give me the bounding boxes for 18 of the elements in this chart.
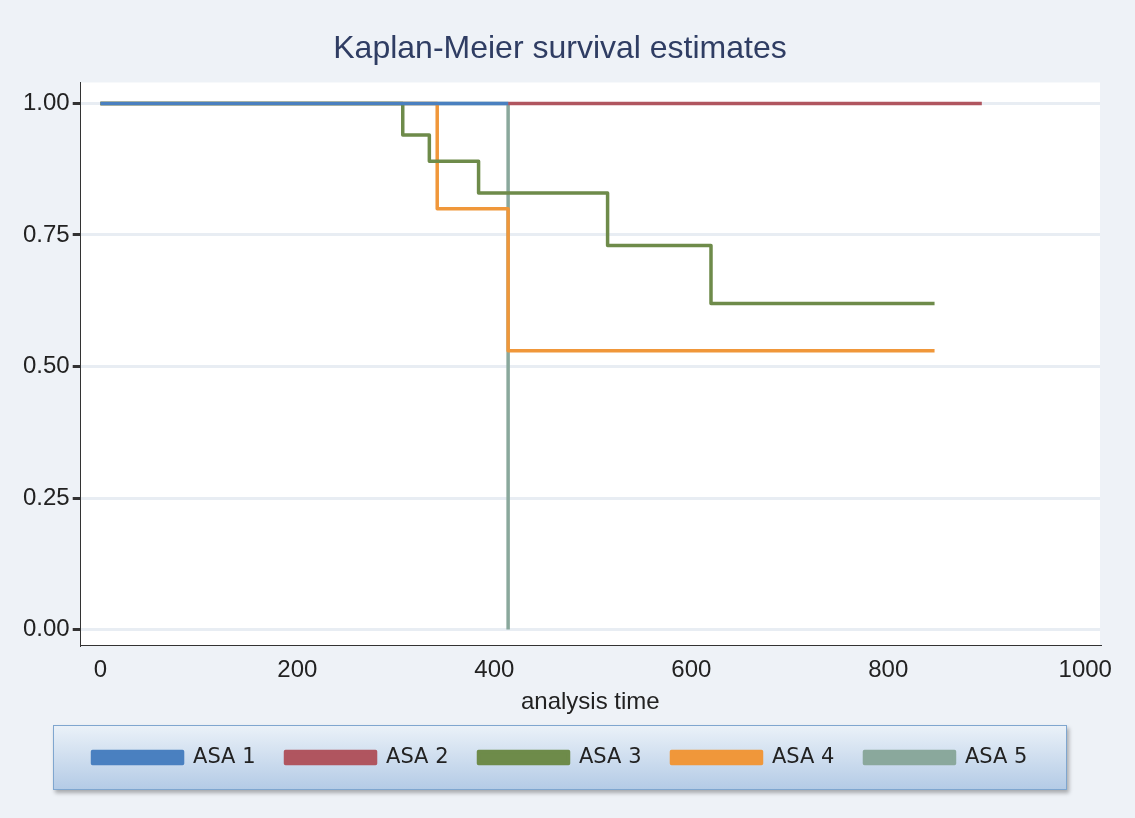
x-axis-title: analysis time <box>521 687 660 715</box>
x-tick-label: 200 <box>277 655 318 683</box>
x-tick-label: 400 <box>474 655 515 683</box>
x-tick-label: 1000 <box>1058 655 1112 683</box>
x-tick-label: 600 <box>671 655 712 683</box>
legend-label: ASA 3 <box>579 743 642 768</box>
legend-label: ASA 1 <box>193 743 256 768</box>
y-tick-label: 0.75 <box>22 219 70 247</box>
x-tick-label: 0 <box>93 655 108 683</box>
y-tick-label: 1.00 <box>22 88 70 116</box>
legend-label: ASA 4 <box>771 743 835 768</box>
x-tick-label: 800 <box>868 655 909 683</box>
y-tick-label: 0.00 <box>22 614 70 642</box>
legend-label: ASA 2 <box>386 743 449 768</box>
chart-title: Kaplan-Meier survival estimates <box>333 29 787 66</box>
y-tick-label: 0.25 <box>22 482 70 510</box>
legend-label: ASA 5 <box>964 743 1028 768</box>
y-tick-label: 0.50 <box>22 351 70 379</box>
